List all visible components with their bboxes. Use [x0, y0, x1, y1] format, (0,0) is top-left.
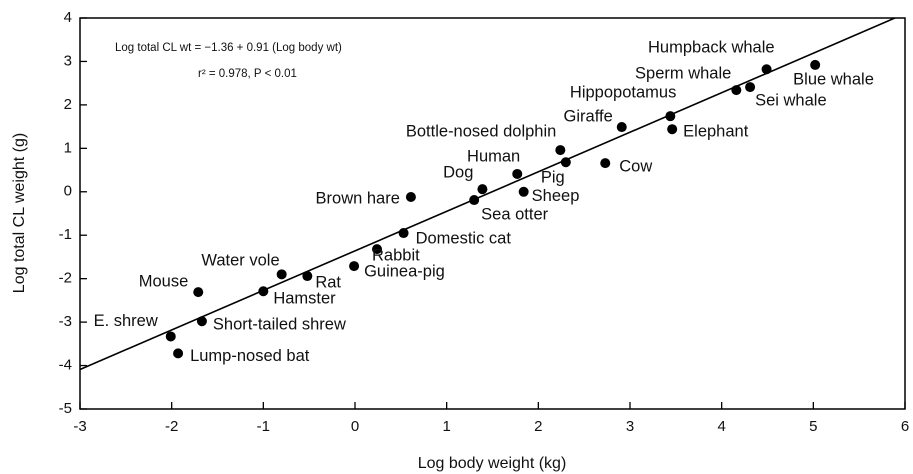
point-label: Hamster: [273, 290, 336, 308]
point: [349, 261, 360, 272]
y-tick-label: -4: [59, 357, 72, 374]
point-label: Mouse: [139, 272, 189, 290]
point: [555, 145, 566, 156]
x-tick-label: -3: [73, 418, 86, 435]
y-tick-label: 4: [64, 9, 72, 26]
x-tick-label: 2: [534, 418, 542, 435]
y-tick-label: 0: [64, 183, 72, 200]
y-tick-label: -1: [59, 226, 72, 243]
point-label: Lump-nosed bat: [190, 347, 310, 365]
point: [512, 168, 523, 179]
point-label: Pig: [541, 169, 565, 187]
point-label: Bottle-nosed dolphin: [406, 122, 556, 140]
point-label: Hippopotamus: [570, 84, 676, 102]
point: [761, 64, 772, 75]
plot-area: [80, 18, 897, 371]
annotation: r² = 0.978, P < 0.01: [198, 68, 297, 80]
point-label: Rabbit: [372, 246, 420, 264]
point-label: Human: [467, 147, 520, 165]
point-label: Dog: [443, 164, 473, 182]
point: [616, 122, 627, 133]
point: [276, 269, 287, 280]
point: [165, 331, 176, 342]
x-tick-label: 6: [901, 418, 909, 435]
point: [173, 348, 184, 359]
y-tick-label: 1: [64, 139, 72, 156]
point: [810, 59, 821, 70]
regression-line: [80, 18, 897, 371]
point: [600, 158, 611, 169]
point: [193, 287, 204, 298]
point-label: Brown hare: [316, 189, 400, 207]
point-label: Water vole: [201, 252, 279, 270]
point: [731, 85, 742, 96]
x-tick-label: 0: [351, 418, 359, 435]
point: [665, 111, 676, 122]
point-label: Sea otter: [481, 205, 548, 223]
point-label: Guinea-pig: [364, 262, 445, 280]
x-tick-label: 5: [809, 418, 817, 435]
point: [745, 82, 756, 93]
point-label: Domestic cat: [416, 229, 512, 247]
point: [398, 228, 409, 239]
x-tick-label: 1: [442, 418, 450, 435]
x-tick-label: 4: [717, 418, 725, 435]
point-label: Humpback whale: [648, 39, 775, 57]
point-label: Short-tailed shrew: [213, 316, 346, 334]
y-tick-label: 2: [64, 96, 72, 113]
point-label: Elephant: [683, 123, 749, 141]
point: [477, 184, 488, 195]
point-label: Rat: [315, 273, 341, 291]
x-tick-label: 3: [626, 418, 634, 435]
y-tick-label: -3: [59, 313, 72, 330]
y-tick-label: -5: [59, 400, 72, 417]
point: [667, 124, 678, 135]
y-axis-title: Log total CL weight (g): [11, 133, 28, 293]
point-label: Sheep: [532, 187, 580, 205]
x-tick-label: -1: [257, 418, 270, 435]
point: [302, 271, 313, 282]
plot-frame: [79, 17, 906, 410]
point-label: Sperm whale: [635, 64, 731, 82]
point: [518, 186, 529, 197]
y-tick-label: 3: [64, 52, 72, 69]
point: [196, 316, 207, 327]
annotation: Log total CL wt = −1.36 + 0.91 (Log body…: [115, 42, 342, 54]
x-tick-label: -2: [165, 418, 178, 435]
point-label: Sei whale: [755, 91, 827, 109]
point-label: E. shrew: [94, 312, 158, 330]
point: [372, 244, 382, 255]
point: [258, 286, 269, 297]
x-axis-title: Log body weight (kg): [418, 455, 567, 472]
point-label: Cow: [619, 157, 652, 175]
point-label: Giraffe: [564, 107, 613, 125]
y-tick-label: -2: [59, 270, 72, 287]
point: [560, 157, 571, 168]
point: [469, 195, 480, 206]
point-label: Blue whale: [793, 70, 874, 88]
point: [405, 191, 416, 202]
